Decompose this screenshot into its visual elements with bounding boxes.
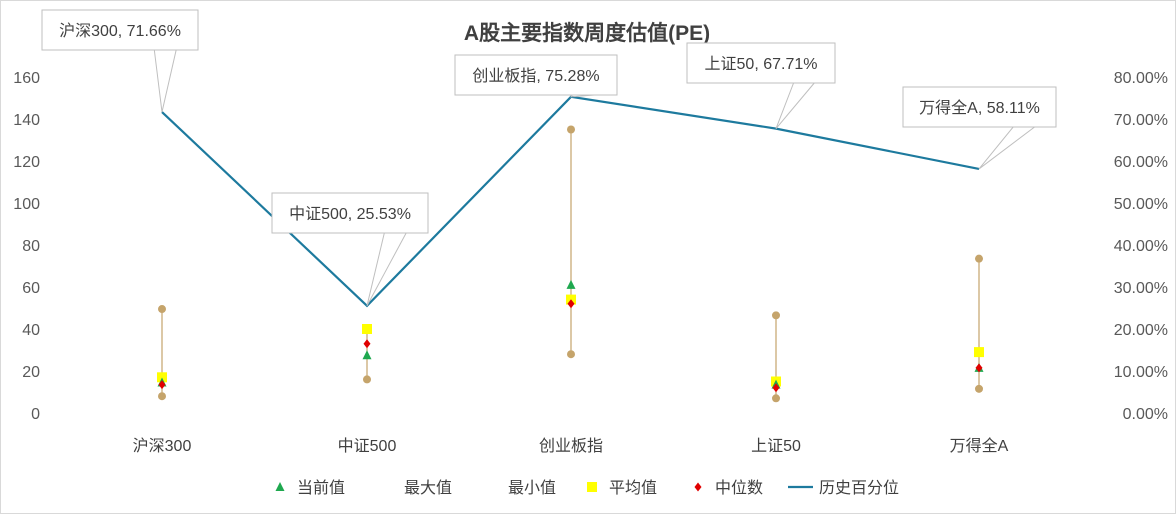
callout-leader <box>153 49 177 113</box>
y-right-tick-label: 70.00% <box>1114 112 1168 129</box>
point-square <box>974 347 984 358</box>
point-diamond <box>975 363 983 373</box>
callout-box <box>271 192 429 234</box>
callout-label: 沪深300, 71.66% <box>59 22 181 40</box>
y-right-tick-label: 80.00% <box>1114 70 1168 87</box>
x-category-label: 创业板指 <box>539 437 603 455</box>
callout-box <box>902 86 1057 128</box>
axes: 0 20 40 60 80 100 120 140 160 0.00% 10.00% 20.00% 30… <box>13 70 1168 455</box>
x-category-label: 万得全A <box>950 437 1009 455</box>
point-diamond <box>567 299 575 309</box>
y-right-tick-label: 60.00% <box>1114 154 1168 171</box>
y-right-tick-label: 40.00% <box>1114 238 1168 255</box>
callout-leader <box>366 232 407 307</box>
x-category-label: 中证500 <box>338 437 397 455</box>
point-circle <box>567 350 575 359</box>
y-left-tick-label: 40 <box>22 322 40 339</box>
legend-swatch-diamond <box>694 482 702 492</box>
legend-label: 最小值 <box>508 479 556 497</box>
point-triangle <box>566 279 576 289</box>
point-square <box>157 372 167 383</box>
y-right-tick-label: 20.00% <box>1114 322 1168 339</box>
y-right-tick-label: 30.00% <box>1114 280 1168 297</box>
point-diamond <box>772 383 780 393</box>
point-circle <box>772 394 780 403</box>
y-left-tick-label: 160 <box>13 70 40 87</box>
chart-title: A股主要指数周度估值(PE) <box>464 21 710 45</box>
point-circle <box>772 311 780 320</box>
point-circle <box>975 254 983 263</box>
legend-label: 最大值 <box>404 479 452 497</box>
x-category-label: 沪深300 <box>133 437 192 455</box>
callout-label: 万得全A, 58.11% <box>919 99 1040 117</box>
point-circle <box>567 125 575 134</box>
point-circle <box>975 384 983 393</box>
y-left-tick-label: 20 <box>22 364 40 381</box>
legend-label: 平均值 <box>609 479 657 497</box>
point-triangle <box>362 350 372 360</box>
y-left-tick-label: 100 <box>13 196 40 213</box>
callout-label: 上证50, 67.71% <box>705 55 818 73</box>
point-square <box>362 324 372 334</box>
point-circle <box>363 375 371 384</box>
point-diamond <box>158 380 166 390</box>
point-circle <box>158 305 166 314</box>
markers <box>157 125 984 403</box>
y-left-tick-label: 140 <box>13 112 40 129</box>
callout-box <box>686 42 836 84</box>
y-right-tick-label: 50.00% <box>1114 196 1168 213</box>
legend: 当前值 最大值 最小值 平均值 中位数 历史百分位 <box>275 479 899 497</box>
callout-box <box>41 9 199 51</box>
callout-box <box>454 54 618 96</box>
callout-leader <box>775 82 815 129</box>
callout-leader <box>570 94 595 98</box>
y-left-tick-label: 80 <box>22 238 40 255</box>
y-left-tick-label: 120 <box>13 154 40 171</box>
callout-leader <box>978 126 1035 170</box>
y-left-tick-label: 0 <box>31 406 40 423</box>
callouts: 沪深300, 71.66% 中证500, 25.53% 创业板指, 75.28% 上证… <box>41 9 1057 307</box>
legend-label: 中位数 <box>715 479 763 497</box>
callout-label: 创业板指, 75.28% <box>472 67 599 85</box>
legend-label: 历史百分位 <box>819 479 899 497</box>
legend-swatch-triangle <box>275 482 285 491</box>
callout-label: 中证500, 25.53% <box>289 205 411 223</box>
point-circle <box>158 392 166 401</box>
y-right-tick-label: 0.00% <box>1123 406 1168 423</box>
legend-label: 当前值 <box>297 479 345 497</box>
point-diamond <box>363 339 371 349</box>
y-right-tick-label: 10.00% <box>1114 364 1168 381</box>
x-category-label: 上证50 <box>751 437 801 455</box>
legend-swatch-square <box>587 482 597 492</box>
y-left-tick-label: 60 <box>22 280 40 297</box>
